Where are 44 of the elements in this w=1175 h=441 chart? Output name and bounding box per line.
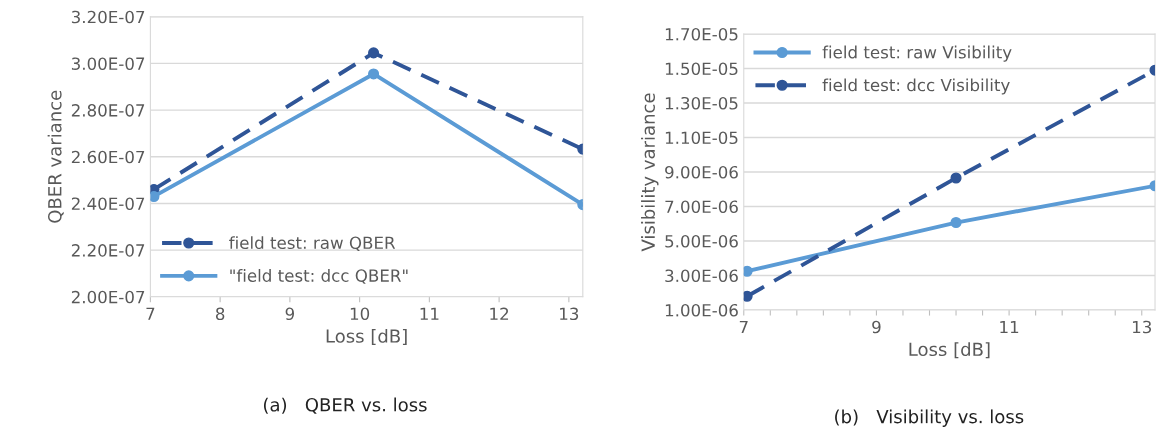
y-tick-label: 2.80E-07: [71, 104, 145, 117]
y-tick-label: 3.00E-06: [665, 269, 738, 283]
x-tick-label: 9: [285, 307, 295, 321]
point: [743, 290, 753, 302]
point: [950, 172, 962, 184]
x-tick-label: 11: [420, 307, 439, 320]
x-tick-label: 7: [146, 307, 155, 320]
y-tick-label: 1.10E-05: [665, 131, 738, 145]
y-tick-label: 1.30E-05: [665, 96, 738, 110]
legend-label: "field test: dcc QBER": [230, 269, 408, 284]
y-tick-label: 1.70E-05: [665, 27, 738, 41]
point: [743, 265, 753, 277]
y-tick-label: 1.00E-06: [665, 303, 738, 317]
point: [150, 190, 160, 203]
x-axis-title: Loss [dB]: [909, 342, 990, 359]
x-tick-label: 8: [215, 307, 225, 321]
point: [368, 68, 380, 80]
point: [950, 216, 962, 229]
legend-label: field test: raw Visibility: [822, 45, 1012, 62]
point: [368, 47, 380, 59]
x-axis-title: Loss [dB]: [326, 328, 407, 345]
y-tick-label: 1.50E-05: [665, 62, 738, 76]
y-tick-label: 3.00E-07: [71, 57, 145, 70]
text: (a) QBER vs. loss: [263, 397, 427, 414]
y-tick-label: 5.00E-06: [665, 234, 738, 248]
text: (b) Visibility vs. loss: [835, 409, 1024, 427]
y-axis-title: Visibility variance: [641, 93, 659, 252]
y-tick-label: 2.40E-07: [71, 197, 145, 211]
x-tick-label: 13: [560, 307, 579, 321]
y-tick-label: 3.20E-07: [71, 10, 145, 24]
y-tick-label: 2.60E-07: [71, 150, 145, 164]
y-tick-label: 9.00E-06: [665, 165, 738, 179]
y-axis-title: QBER variance: [47, 90, 64, 223]
x-tick-label: 9: [872, 320, 881, 334]
legend-label: field test: raw QBER: [229, 236, 396, 252]
y-tick-label: 2.00E-07: [71, 290, 145, 304]
x-tick-label: 10: [350, 307, 370, 321]
x-tick-label: 13: [1132, 320, 1152, 334]
x-tick-label: 7: [739, 320, 748, 334]
x-tick-label: 11: [1000, 320, 1019, 334]
y-tick-label: 7.00E-06: [665, 200, 738, 214]
y-tick-label: 2.20E-07: [71, 244, 145, 257]
legend-label: field test: dcc Visibility: [822, 78, 1010, 95]
x-tick-label: 12: [490, 307, 509, 320]
